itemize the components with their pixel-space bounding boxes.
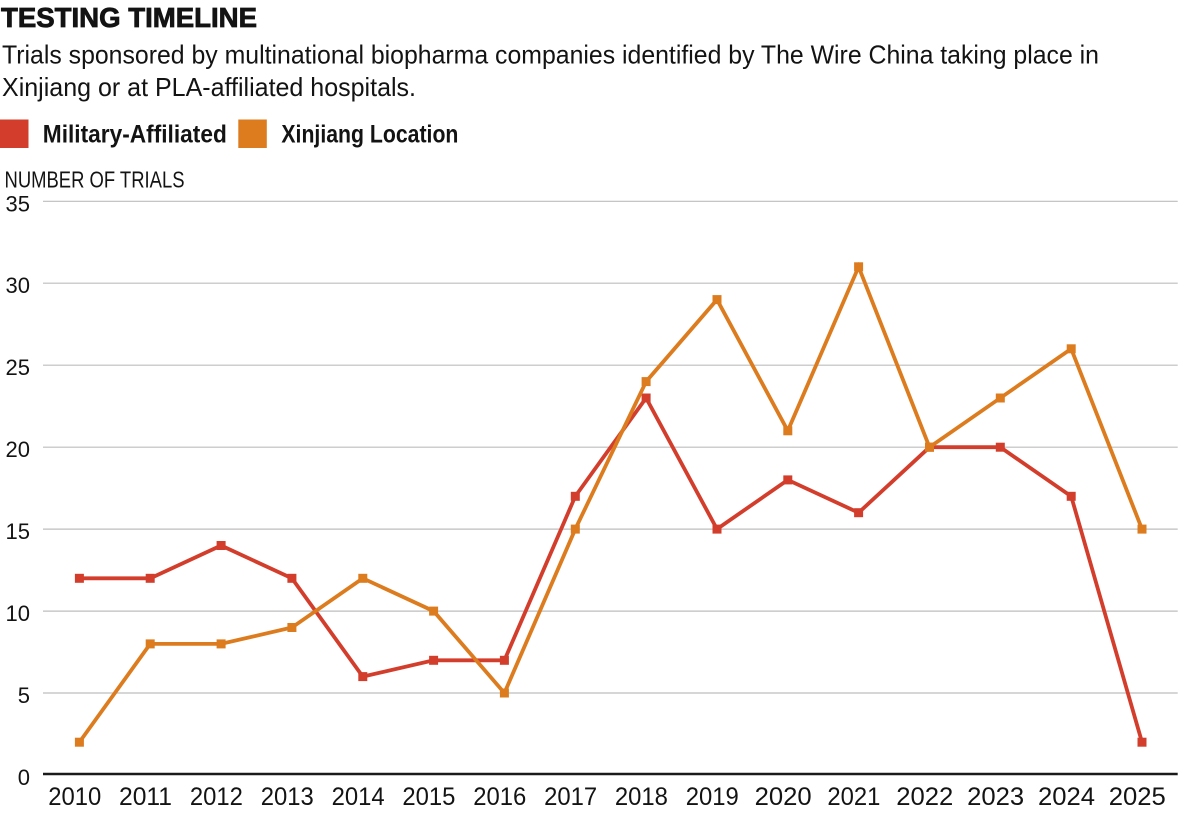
svg-text:20: 20 bbox=[6, 437, 30, 462]
svg-text:2021: 2021 bbox=[827, 783, 880, 811]
svg-text:Xinjiang or at PLA-affiliated: Xinjiang or at PLA-affiliated hospitals. bbox=[2, 72, 416, 102]
svg-text:15: 15 bbox=[6, 519, 30, 544]
svg-text:10: 10 bbox=[6, 601, 30, 626]
svg-text:NUMBER OF TRIALS: NUMBER OF TRIALS bbox=[5, 167, 185, 193]
svg-text:2023: 2023 bbox=[967, 783, 1024, 811]
svg-text:5: 5 bbox=[18, 683, 30, 708]
svg-text:2022: 2022 bbox=[896, 783, 953, 811]
svg-text:30: 30 bbox=[6, 273, 30, 298]
svg-text:TESTING TIMELINE: TESTING TIMELINE bbox=[1, 2, 257, 33]
svg-text:25: 25 bbox=[6, 355, 30, 380]
svg-text:2011: 2011 bbox=[119, 783, 172, 811]
svg-text:2015: 2015 bbox=[402, 783, 455, 811]
svg-text:2020: 2020 bbox=[755, 783, 812, 811]
svg-text:2010: 2010 bbox=[48, 783, 101, 811]
svg-text:Military-Affiliated: Military-Affiliated bbox=[43, 121, 227, 149]
svg-text:2012: 2012 bbox=[190, 783, 243, 811]
svg-text:2014: 2014 bbox=[332, 783, 385, 811]
svg-text:2017: 2017 bbox=[544, 783, 597, 811]
svg-text:Xinjiang Location: Xinjiang Location bbox=[281, 121, 458, 149]
svg-text:2016: 2016 bbox=[473, 783, 526, 811]
svg-text:2018: 2018 bbox=[615, 783, 668, 811]
svg-text:2019: 2019 bbox=[686, 783, 739, 811]
svg-text:0: 0 bbox=[18, 765, 30, 790]
svg-text:2013: 2013 bbox=[261, 783, 314, 811]
svg-text:2025: 2025 bbox=[1109, 783, 1166, 811]
svg-text:Trials sponsored by multinatio: Trials sponsored by multinational biopha… bbox=[2, 40, 1099, 70]
svg-text:2024: 2024 bbox=[1038, 783, 1095, 811]
svg-text:35: 35 bbox=[6, 191, 30, 216]
